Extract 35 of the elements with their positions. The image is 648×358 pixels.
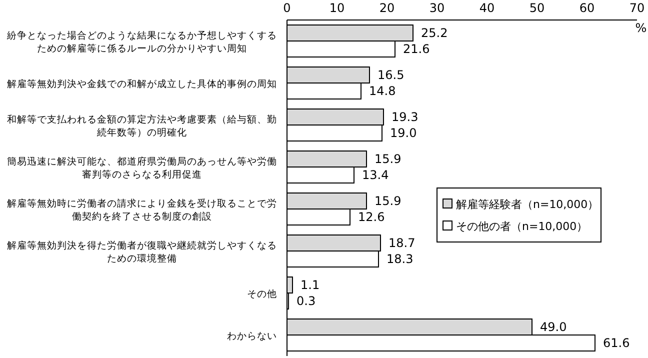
data-label: 19.0 (390, 126, 417, 140)
category-label: わからない (227, 331, 277, 342)
x-tick-label: 40 (479, 1, 495, 15)
x-tick-label: 10 (329, 1, 345, 15)
category-label: 簡易迅速に解決可能な、都道府県労働局のあっせん等や労働審判等のさらなる利用促進 (7, 156, 277, 180)
category-label: 紛争となった場合どのような結果になるか予想しやすくするための解雇等に係るルールの分かりやすい周知 (7, 30, 277, 54)
data-label: 19.3 (392, 110, 418, 124)
legend-label: その他の者（n=10,000） (456, 220, 588, 233)
data-label: 61.6 (603, 336, 630, 350)
x-tick-label: 20 (379, 1, 395, 15)
category-label: 和解等で支払われる金額の算定方法や考慮要素（給与額、勤続年数等）の明確化 (7, 114, 277, 138)
data-label: 15.9 (374, 194, 402, 208)
category-label: 解雇等無効判決を得た労働者が復職や継続就労しやすくなるための環境整備 (7, 240, 277, 264)
category-label: その他 (247, 289, 277, 300)
data-label: 16.5 (378, 68, 404, 82)
x-tick-label: 50 (529, 1, 545, 15)
x-tick-label: 60 (579, 1, 595, 15)
x-tick-label: 70 (629, 1, 645, 15)
x-tick-label: 0 (283, 1, 291, 15)
data-label: 49.0 (540, 320, 567, 334)
data-label: 18.7 (388, 236, 416, 250)
category-label: 解雇等無効時に労働者の請求により金銭を受け取ることで労働契約を終了させる制度の創設 (7, 198, 277, 222)
x-axis-title: % (635, 21, 647, 35)
data-label: 14.8 (369, 84, 396, 98)
data-label: 25.2 (421, 26, 448, 40)
data-label: 18.3 (386, 252, 414, 266)
data-label: 0.3 (296, 294, 316, 308)
x-tick-label: 30 (429, 1, 445, 15)
data-label: 12.6 (358, 210, 385, 224)
legend-label: 解雇等経験者（n=10,000） (456, 198, 599, 211)
data-label: 15.9 (374, 152, 402, 166)
data-label: 13.4 (362, 168, 389, 182)
category-label: 解雇等無効判決や金銭での和解が成立した具体的事例の周知 (7, 79, 277, 90)
data-label: 21.6 (403, 42, 430, 56)
data-label: 1.1 (300, 278, 320, 292)
